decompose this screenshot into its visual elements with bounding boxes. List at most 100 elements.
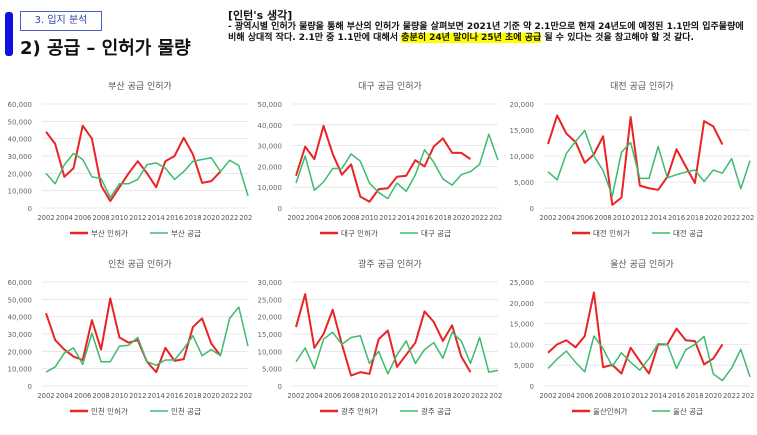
x-tick-label: 2016 — [416, 214, 433, 222]
x-tick-label: 2010 — [613, 392, 630, 400]
x-tick-label: 2002 — [37, 392, 54, 400]
x-tick-label: 2020 — [203, 392, 220, 400]
permit-series-line — [547, 291, 724, 375]
chart-ulsan: 울산 공급 인허가 0 5,000 10,000 15,000 20,000 25,000 2… — [502, 256, 757, 431]
x-tick-label: 2006 — [576, 392, 593, 400]
x-tick-label: 2022 — [723, 214, 740, 222]
x-tick-label: 2018 — [184, 214, 201, 222]
x-tick-label: 2006 — [324, 392, 341, 400]
legend-label: 인천 공급 — [171, 406, 201, 416]
x-tick-label: 2018 — [434, 392, 451, 400]
x-tick-label: 2004 — [56, 392, 73, 400]
x-tick-label: 2006 — [576, 214, 593, 222]
y-tick-label: 20,000 — [258, 163, 283, 171]
y-tick-label: 50,000 — [258, 101, 283, 109]
permit-series-line — [45, 297, 222, 374]
note-text-end: 될 수 있다는 것을 참고해야 할 것 같다. — [541, 33, 694, 43]
chart-title: 광주 공급 인허가 — [358, 258, 422, 270]
y-tick-label: 20,000 — [8, 348, 33, 356]
legend-label: 부산 공급 — [171, 228, 201, 238]
x-tick-label: 2006 — [74, 392, 91, 400]
y-tick-label: 0 — [530, 205, 534, 213]
supply-series-line — [45, 152, 249, 199]
x-tick-label: 2018 — [686, 214, 703, 222]
y-tick-label: 30,000 — [8, 153, 33, 161]
x-tick-label: 2012 — [379, 214, 396, 222]
supply-series-line — [295, 331, 499, 375]
x-tick-label: 2004 — [558, 214, 575, 222]
x-tick-label: 2012 — [129, 214, 146, 222]
x-tick-label: 2010 — [361, 392, 378, 400]
section-label: 3. 입지 분석 — [20, 11, 102, 31]
x-tick-label: 2022 — [471, 392, 488, 400]
chart-title: 인천 공급 인허가 — [108, 259, 172, 270]
y-tick-label: 0 — [28, 383, 32, 391]
x-tick-label: 2008 — [594, 214, 611, 222]
x-tick-label: 2010 — [613, 214, 630, 222]
chart-title: 부산 공급 인허가 — [108, 81, 172, 92]
x-tick-label: 2020 — [453, 392, 470, 400]
legend-label: 울산 공급 — [673, 406, 703, 416]
x-tick-label: 2020 — [705, 214, 722, 222]
x-tick-label: 2012 — [631, 392, 648, 400]
x-tick-label: 2004 — [306, 214, 323, 222]
y-tick-label: 40,000 — [258, 122, 283, 130]
x-tick-label: 2008 — [92, 392, 109, 400]
y-tick-label: 40,000 — [8, 136, 33, 144]
note-heading: [인턴's 생각] — [228, 9, 293, 22]
x-tick-label: 2004 — [56, 214, 73, 222]
y-tick-label: 20,000 — [510, 101, 535, 109]
supply-series-line — [547, 335, 751, 382]
x-tick-label: 2002 — [539, 214, 556, 222]
chart-daegu: 대구 공급 인허가 0 10,000 20,000 30,000 40,000 50,000… — [250, 78, 507, 253]
x-tick-label: 2008 — [594, 392, 611, 400]
x-tick-label: 2022 — [723, 392, 740, 400]
legend-label: 대구 공급 — [421, 229, 451, 238]
note-body: - 광역시별 인허가 물량을 통해 부산의 인허가 물량을 살펴보면 2021년… — [228, 22, 753, 44]
note-highlight: 충분히 24년 말이나 25년 초에 공급 — [401, 33, 542, 43]
x-tick-label: 2014 — [398, 214, 415, 222]
y-tick-label: 15,000 — [258, 331, 283, 339]
x-tick-label: 2006 — [74, 214, 91, 222]
x-tick-label: 2014 — [650, 214, 667, 222]
legend-label: 인천 인허가 — [91, 406, 128, 416]
legend-label: 대전 공급 — [673, 228, 703, 238]
chart-daejeon: 대전 공급 인허가 0 5,000 10,000 15,000 20,000 2002 200… — [502, 78, 757, 253]
x-tick-label: 2024 — [489, 214, 502, 222]
x-tick-label: 2012 — [631, 214, 648, 222]
y-tick-label: 20,000 — [8, 170, 33, 178]
y-tick-label: 50,000 — [8, 118, 33, 126]
x-tick-label: 2018 — [184, 392, 201, 400]
x-tick-label: 2024 — [489, 392, 502, 400]
x-tick-label: 2022 — [471, 214, 488, 222]
y-tick-label: 60,000 — [8, 101, 33, 109]
y-tick-label: 25,000 — [510, 279, 535, 287]
y-tick-label: 0 — [530, 383, 534, 391]
legend-label: 대구 인허가 — [341, 228, 378, 238]
x-tick-label: 2014 — [398, 392, 415, 400]
y-tick-label: 15,000 — [510, 127, 535, 135]
y-tick-label: 20,000 — [510, 300, 535, 308]
x-tick-label: 2004 — [306, 392, 323, 400]
y-tick-label: 10,000 — [258, 184, 283, 192]
legend-label: 광주 인허가 — [341, 406, 378, 416]
x-tick-label: 2016 — [166, 392, 183, 400]
y-tick-label: 10,000 — [8, 188, 33, 196]
permit-series-line — [547, 114, 724, 206]
x-tick-label: 2002 — [37, 214, 54, 222]
chart-title: 대구 공급 인허가 — [358, 81, 422, 92]
x-tick-label: 2014 — [650, 392, 667, 400]
y-tick-label: 5,000 — [514, 362, 534, 370]
chart-incheon: 인천 공급 인허가 0 10,000 20,000 30,000 40,000 50,000… — [0, 256, 257, 431]
y-tick-label: 10,000 — [258, 348, 283, 356]
x-tick-label: 2016 — [668, 214, 685, 222]
y-tick-label: 15,000 — [510, 321, 535, 329]
x-tick-label: 2014 — [148, 392, 165, 400]
y-tick-label: 60,000 — [8, 279, 33, 287]
accent-bar — [5, 12, 13, 56]
x-tick-label: 2024 — [239, 392, 252, 400]
supply-series-line — [547, 129, 751, 197]
x-tick-label: 2010 — [111, 392, 128, 400]
chart-gwangju: 광주 공급 인허가 0 5,000 10,000 15,000 20,000 25,000 3… — [250, 256, 507, 431]
legend-label: 울산인허가 — [593, 406, 628, 416]
